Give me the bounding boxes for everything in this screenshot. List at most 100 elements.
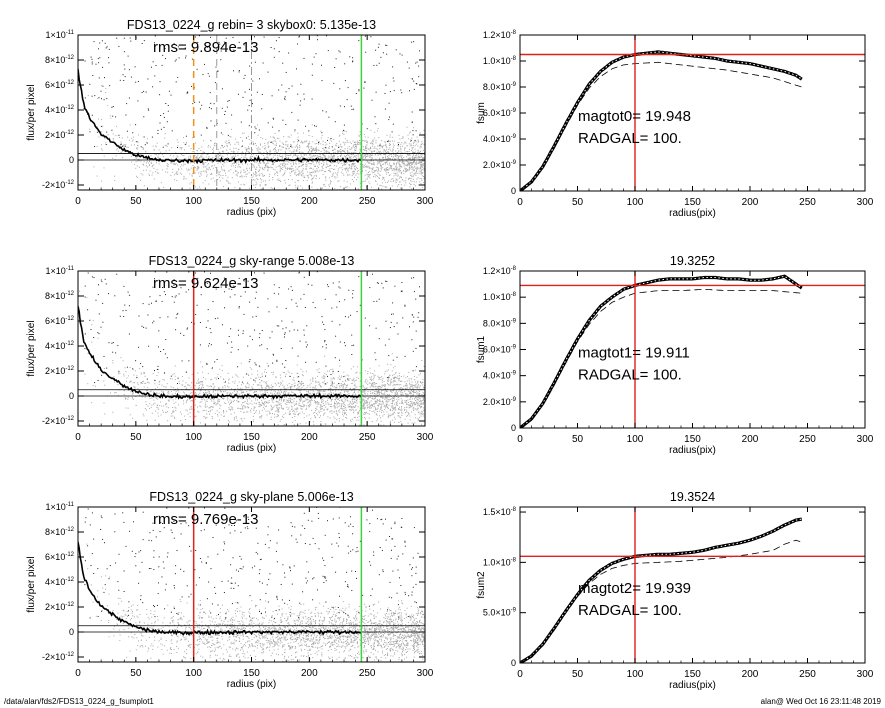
- sky-pixel-point: [219, 154, 221, 156]
- sky-pixel-point: [421, 178, 423, 180]
- sky-pixel-point: [301, 175, 303, 177]
- sky-pixel-point: [261, 390, 263, 392]
- outlier-point: [339, 88, 341, 90]
- sky-pixel-point: [294, 173, 296, 175]
- sky-pixel-point: [189, 162, 191, 164]
- sky-pixel-point: [290, 144, 292, 146]
- sky-pixel-point: [305, 370, 307, 372]
- sky-pixel-point: [403, 375, 405, 377]
- sky-pixel-point: [303, 154, 305, 156]
- sky-pixel-point: [392, 402, 394, 404]
- sky-pixel-point: [294, 413, 296, 415]
- sky-pixel-point: [383, 393, 385, 395]
- sky-pixel-point: [256, 183, 258, 185]
- sky-pixel-point: [132, 392, 134, 394]
- sky-pixel-point: [309, 141, 311, 143]
- sky-pixel-point: [359, 398, 361, 400]
- sky-pixel-point: [133, 136, 134, 138]
- sky-pixel-point: [363, 401, 365, 403]
- sky-pixel-point: [347, 154, 349, 156]
- sky-pixel-point: [145, 152, 147, 154]
- sky-pixel-point: [295, 150, 297, 152]
- sky-pixel-point: [281, 398, 282, 400]
- sky-pixel-point: [302, 169, 304, 171]
- sky-pixel-point: [295, 187, 297, 189]
- sky-pixel-point: [300, 162, 302, 164]
- sky-pixel-point: [217, 403, 219, 405]
- sky-pixel-point: [396, 172, 398, 174]
- sky-pixel-point: [186, 142, 187, 144]
- sky-pixel-point: [416, 387, 418, 389]
- sky-pixel-point: [195, 156, 197, 158]
- sky-pixel-point: [275, 391, 276, 393]
- sky-pixel-point: [320, 158, 321, 159]
- sky-pixel-point: [153, 167, 155, 169]
- sky-pixel-point: [285, 403, 286, 405]
- sky-pixel-point: [299, 386, 301, 388]
- sky-pixel-point: [357, 155, 359, 157]
- sky-pixel-point: [421, 142, 423, 144]
- sky-pixel-point: [285, 147, 287, 149]
- sky-pixel-point: [385, 157, 386, 159]
- sky-pixel-point: [332, 398, 333, 400]
- sky-pixel-point: [283, 393, 284, 395]
- sky-pixel-point: [246, 383, 248, 385]
- sky-pixel-point: [316, 169, 318, 171]
- outlier-point: [343, 124, 345, 126]
- sky-pixel-point: [388, 151, 389, 153]
- sky-pixel-point: [260, 167, 262, 169]
- sky-pixel-point: [373, 398, 375, 400]
- sky-pixel-point: [378, 177, 380, 179]
- sky-pixel-point: [312, 161, 314, 163]
- outlier-point: [335, 58, 337, 60]
- sky-pixel-point: [293, 409, 295, 411]
- outlier-point: [161, 64, 163, 66]
- sky-pixel-point: [377, 407, 379, 409]
- outlier-point: [123, 51, 125, 53]
- sky-pixel-point: [239, 176, 241, 178]
- sky-pixel-point: [286, 163, 288, 165]
- sky-pixel-point: [400, 170, 401, 172]
- sky-pixel-point: [306, 171, 308, 173]
- sky-pixel-point: [262, 168, 264, 170]
- sky-pixel-point: [409, 154, 411, 156]
- sky-pixel-point: [212, 391, 214, 393]
- sky-pixel-point: [314, 147, 316, 149]
- outlier-point: [105, 144, 107, 145]
- sky-pixel-point: [184, 149, 185, 151]
- sky-pixel-point: [151, 174, 153, 176]
- sky-pixel-point: [378, 376, 380, 378]
- outlier-point: [375, 91, 377, 93]
- sky-pixel-point: [292, 413, 294, 415]
- sky-pixel-point: [356, 400, 358, 402]
- sky-pixel-point: [237, 151, 239, 153]
- outlier-point: [314, 125, 315, 127]
- sky-pixel-point: [379, 174, 381, 176]
- sky-pixel-point: [375, 158, 377, 160]
- sky-pixel-point: [301, 140, 302, 142]
- sky-pixel-point: [355, 393, 357, 395]
- sky-pixel-point: [309, 399, 311, 401]
- outlier-point: [143, 136, 145, 138]
- sky-pixel-point: [376, 183, 378, 185]
- sky-pixel-point: [316, 161, 318, 163]
- sky-pixel-point: [390, 158, 391, 160]
- sky-pixel-point: [351, 175, 353, 177]
- sky-pixel-point: [175, 390, 177, 392]
- sky-pixel-point: [385, 168, 387, 170]
- sky-pixel-point: [223, 398, 225, 400]
- sky-pixel-point: [354, 167, 356, 169]
- sky-pixel-point: [387, 151, 389, 153]
- sky-pixel-point: [422, 396, 424, 398]
- sky-pixel-point: [187, 170, 189, 172]
- sky-pixel-point: [347, 149, 348, 151]
- sky-pixel-point: [117, 373, 119, 375]
- sky-pixel-point: [317, 381, 319, 383]
- outlier-point: [412, 134, 414, 136]
- sky-pixel-point: [399, 388, 401, 390]
- sky-pixel-point: [238, 164, 239, 166]
- outlier-point: [97, 58, 99, 60]
- sky-pixel-point: [252, 141, 254, 143]
- outlier-point: [232, 37, 234, 38]
- sky-pixel-point: [174, 375, 176, 377]
